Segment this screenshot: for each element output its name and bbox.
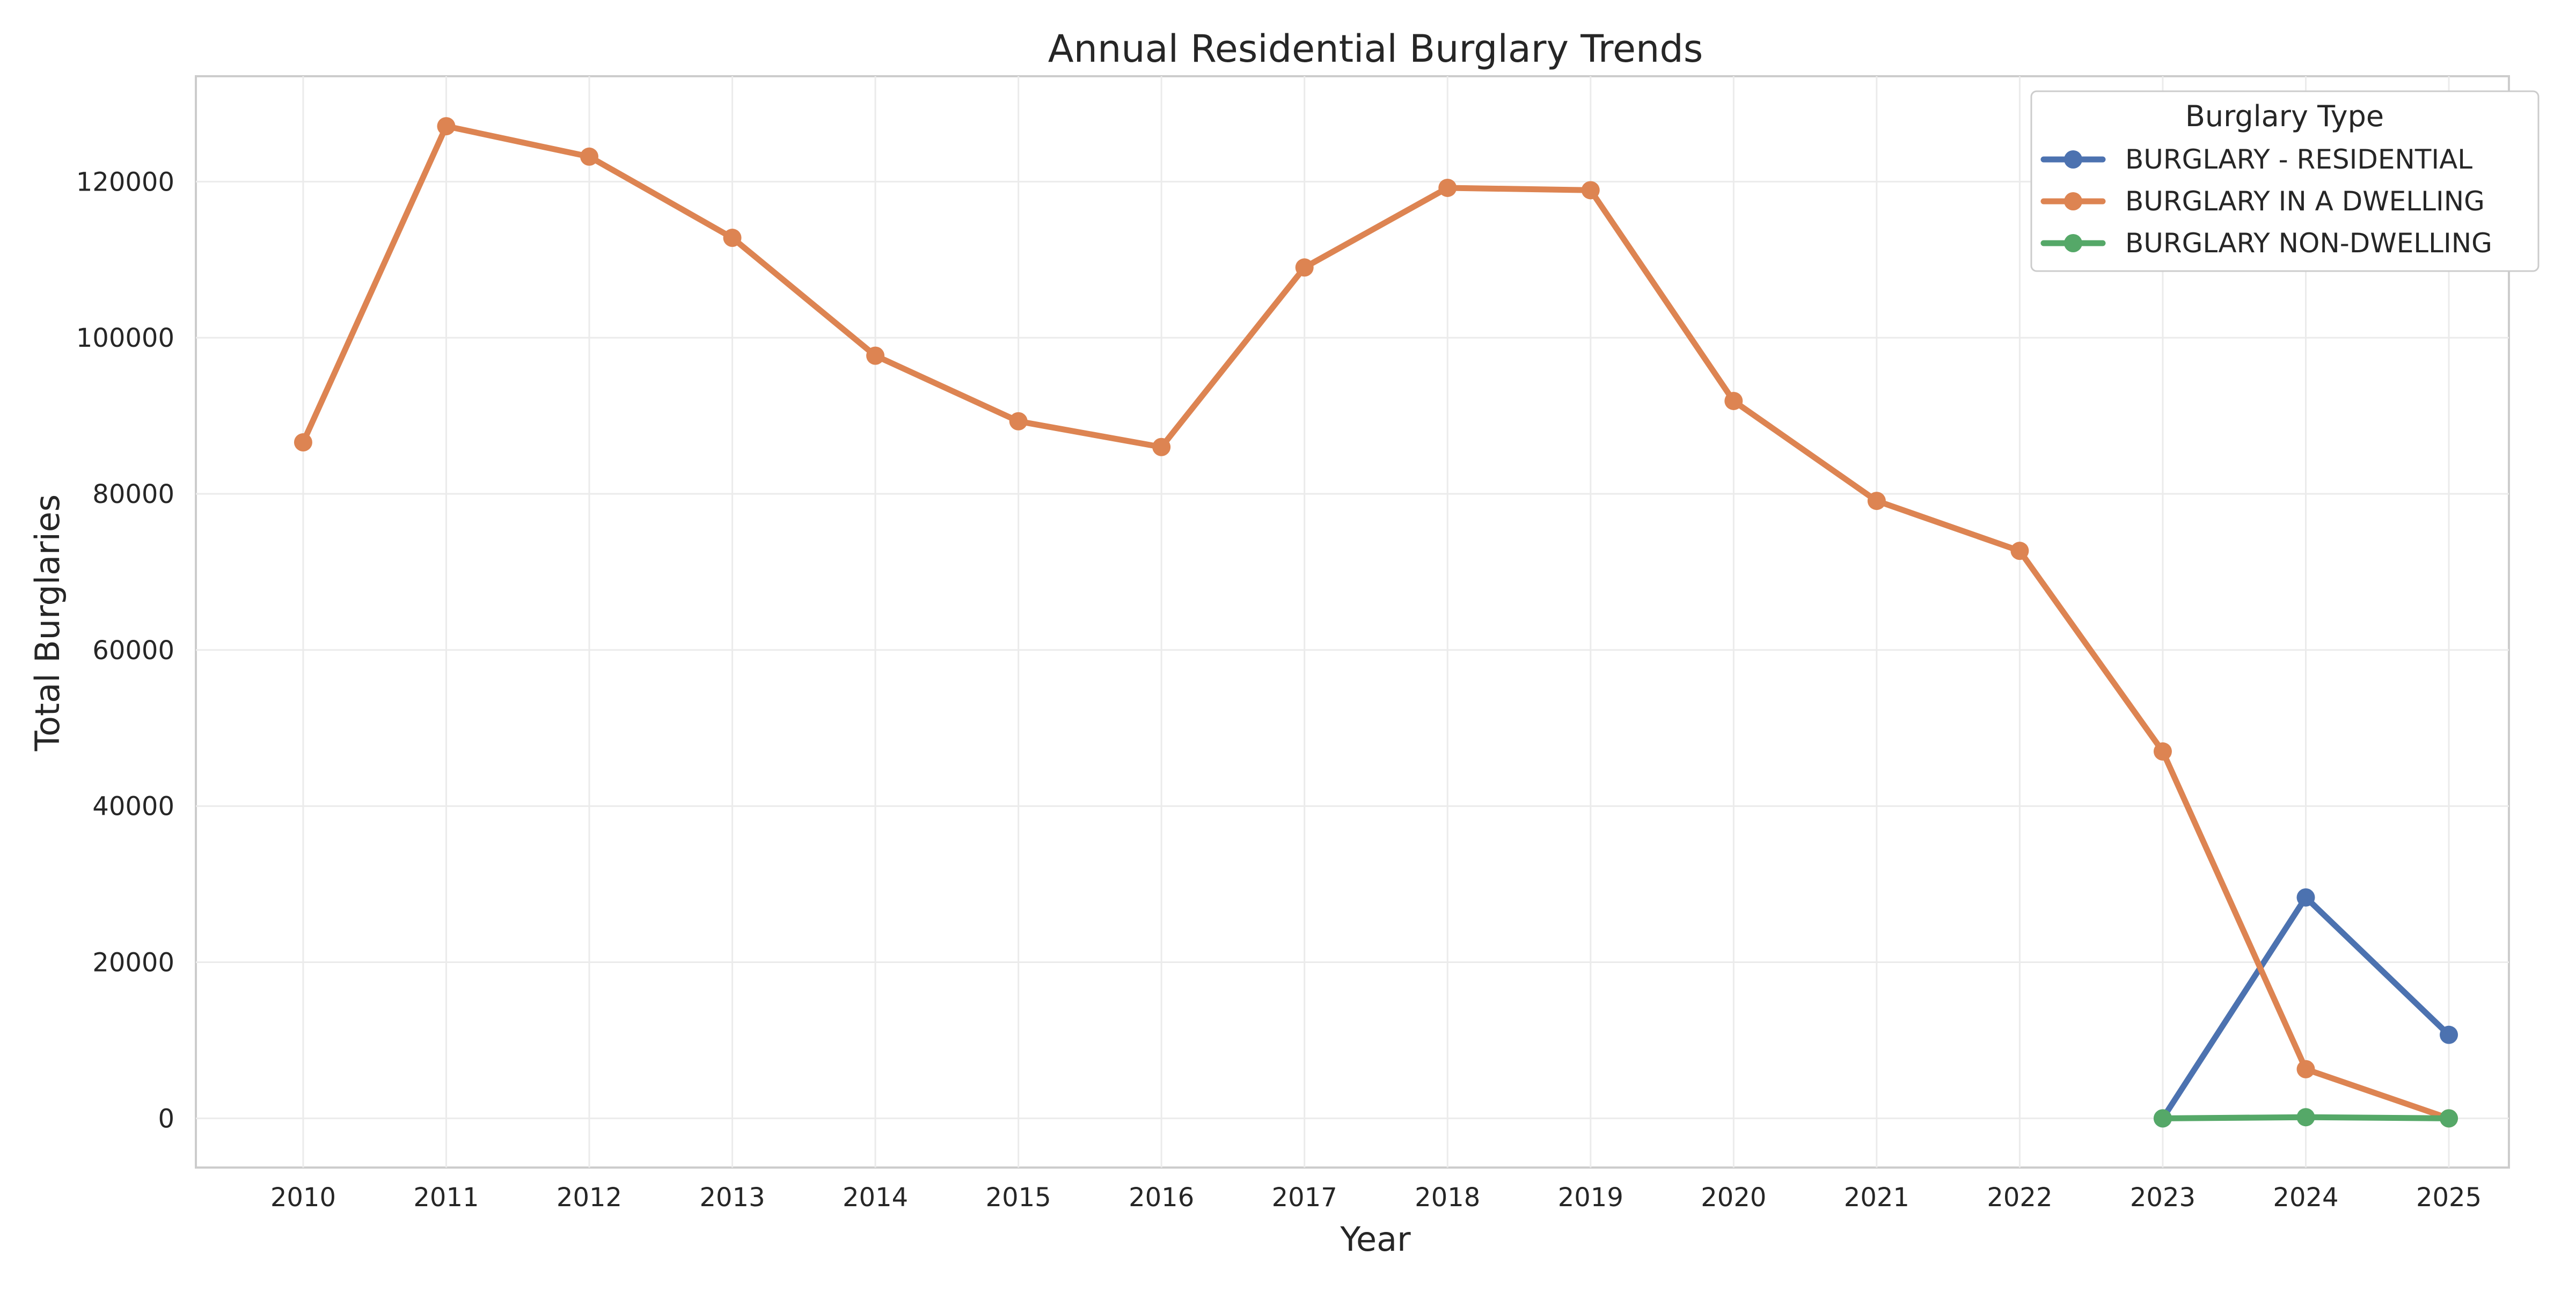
legend-swatch-marker <box>2064 150 2082 169</box>
chart-title: Annual Residential Burglary Trends <box>1048 27 1703 71</box>
data-point <box>437 117 456 136</box>
data-point <box>1295 258 1314 277</box>
x-tick-label: 2017 <box>1272 1183 1337 1213</box>
x-axis-label: Year <box>1340 1220 1411 1259</box>
data-point <box>580 147 598 166</box>
x-tick-label: 2014 <box>843 1183 908 1213</box>
data-point <box>1724 391 1743 410</box>
x-tick-label: 2012 <box>557 1183 622 1213</box>
legend-box <box>2030 90 2540 272</box>
legend-swatch-marker <box>2064 192 2082 210</box>
legend-item: BURGLARY NON-DWELLING <box>2040 228 2492 259</box>
y-tick-label: 60000 <box>92 636 174 666</box>
legend-items: BURGLARY - RESIDENTIAL BURGLARY IN A DWEL… <box>2040 144 2492 259</box>
legend-swatch-marker <box>2064 234 2082 252</box>
y-tick-label: 120000 <box>76 167 174 197</box>
x-tick-label: 2018 <box>1415 1183 1480 1213</box>
legend: Burglary Type BURGLARY - RESIDENTIALBURG… <box>2030 90 2540 272</box>
legend-item: BURGLARY IN A DWELLING <box>2040 186 2485 217</box>
x-tick-label: 2015 <box>986 1183 1051 1213</box>
data-point <box>2296 1060 2315 1078</box>
data-point <box>2296 888 2315 907</box>
x-tick-label: 2010 <box>270 1183 336 1213</box>
x-tick-label: 2011 <box>413 1183 479 1213</box>
data-point <box>1152 437 1171 456</box>
x-tick-label: 2019 <box>1558 1183 1623 1213</box>
legend-item: BURGLARY - RESIDENTIAL <box>2040 144 2472 175</box>
y-tick-label: 40000 <box>92 792 174 822</box>
y-tick-label: 100000 <box>76 323 174 353</box>
data-point <box>723 229 742 247</box>
x-tick-label: 2021 <box>1844 1183 1909 1213</box>
series-line <box>300 123 2452 1121</box>
series-burglary-non-dwelling <box>2153 1108 2458 1128</box>
data-point <box>2153 1109 2172 1128</box>
y-tick-label: 20000 <box>92 948 174 978</box>
data-point <box>2153 742 2172 761</box>
y-axis-label: Total Burglaries <box>28 494 67 752</box>
data-point <box>1581 181 1600 200</box>
x-tick-label: 2020 <box>1701 1183 1766 1213</box>
series-lines <box>294 117 2458 1128</box>
data-point <box>2296 1108 2315 1127</box>
x-tick-label: 2023 <box>2130 1183 2196 1213</box>
legend-title: Burglary Type <box>2185 99 2384 133</box>
data-point <box>294 433 312 452</box>
x-tick-label: 2016 <box>1129 1183 1194 1213</box>
data-point <box>1009 412 1028 431</box>
data-point <box>2010 542 2029 560</box>
x-tick-label: 2022 <box>1987 1183 2052 1213</box>
y-tick-labels: 0 20000 40000 60000 80000 100000 120000 <box>76 167 174 1134</box>
data-point <box>2440 1109 2458 1128</box>
legend-label: BURGLARY NON-DWELLING <box>2125 228 2492 259</box>
x-tick-label: 2013 <box>699 1183 765 1213</box>
legend-label: BURGLARY IN A DWELLING <box>2125 186 2485 217</box>
data-point <box>866 346 885 365</box>
x-tick-labels: 2010 2011 2012 2013 2014 2015 2016 2017 2018 2019… <box>270 1183 2482 1213</box>
y-tick-label: 80000 <box>92 479 174 509</box>
x-tick-label: 2025 <box>2416 1183 2482 1213</box>
data-point <box>1438 178 1457 197</box>
data-point <box>2440 1025 2458 1044</box>
y-tick-label: 0 <box>158 1104 174 1134</box>
x-tick-label: 2024 <box>2273 1183 2338 1213</box>
data-point <box>1867 492 1886 510</box>
legend-label: BURGLARY - RESIDENTIAL <box>2125 144 2472 175</box>
